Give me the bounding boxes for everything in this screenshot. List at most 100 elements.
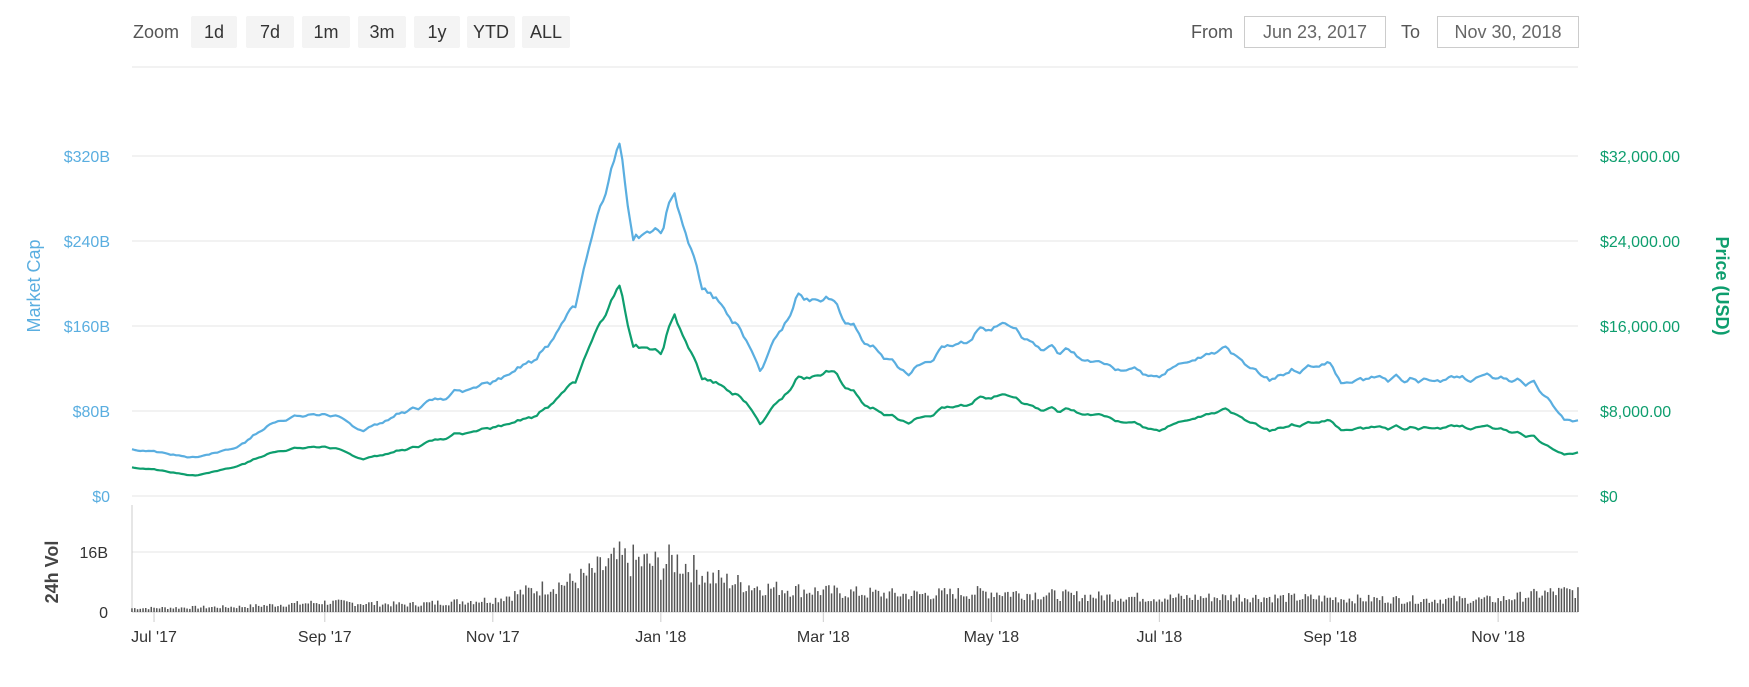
volume-bar (866, 597, 869, 612)
volume-bar (803, 589, 805, 612)
volume-bar (307, 603, 310, 612)
volume-tick-label: 16B (80, 545, 108, 562)
volume-bar (343, 600, 345, 612)
volume-bar (742, 592, 745, 612)
zoom-1m-button[interactable]: 1m (302, 16, 350, 48)
zoom-ytd-button[interactable]: YTD (467, 16, 515, 48)
volume-bar (1271, 602, 1274, 612)
volume-bar (1370, 601, 1373, 612)
volume-bar (1238, 594, 1241, 612)
volume-bar (982, 590, 984, 612)
volume-bar (1172, 598, 1174, 612)
volume-bar (965, 596, 968, 612)
to-date-input[interactable]: Nov 30, 2018 (1437, 16, 1579, 48)
zoom-all-button[interactable]: ALL (522, 16, 570, 48)
volume-bar (1483, 597, 1486, 612)
zoom-7d-button[interactable]: 7d (246, 16, 294, 48)
volume-bar (139, 608, 142, 612)
volume-bar (428, 602, 431, 612)
volume-bar (1334, 597, 1337, 612)
left-tick-label: $80B (73, 404, 110, 421)
right-tick-label: $24,000.00 (1600, 234, 1680, 251)
volume-bar (423, 602, 425, 612)
volume-bar (784, 593, 786, 612)
volume-bar (624, 548, 626, 612)
volume-bar (1356, 594, 1359, 612)
volume-bar (693, 555, 695, 612)
volume-bar (1194, 594, 1196, 612)
volume-bar (811, 594, 814, 612)
volume-bar (657, 557, 659, 612)
volume-bar (858, 595, 860, 612)
volume-bar (946, 594, 949, 612)
zoom-1d-button[interactable]: 1d (191, 16, 237, 48)
volume-bar (164, 607, 166, 612)
volume-bar (299, 604, 301, 612)
volume-bar (649, 563, 651, 612)
volume-bar (640, 566, 643, 612)
volume-bar (1367, 594, 1370, 612)
volume-bar (302, 603, 304, 612)
volume-bar (219, 608, 221, 612)
volume-bar (1045, 595, 1048, 612)
volume-bar (599, 557, 602, 612)
volume-bar (806, 593, 808, 612)
volume-bar (1351, 601, 1353, 612)
volume-bar (883, 592, 885, 612)
volume-bar (549, 591, 552, 612)
volume-bar (536, 591, 538, 612)
volume-bar (167, 609, 169, 612)
volume-bar (1279, 595, 1282, 612)
volume-bar (178, 608, 180, 612)
volume-axis-title: 24h Vol (42, 541, 62, 604)
volume-bar (1153, 599, 1155, 612)
volume-bar (852, 591, 855, 612)
volume-bar (1224, 595, 1227, 612)
volume-bar (607, 558, 610, 612)
volume-bar (952, 594, 954, 612)
volume-bar (313, 603, 315, 612)
volume-bar (919, 594, 921, 612)
volume-bar (1042, 596, 1045, 612)
volume-bar (1390, 603, 1392, 612)
volume-bar (442, 605, 445, 612)
volume-bar (874, 589, 877, 612)
volume-bar (792, 595, 794, 612)
volume-bar (682, 573, 684, 612)
volume-bar (1293, 593, 1296, 612)
volume-bar (618, 541, 621, 612)
volume-bar (574, 582, 577, 612)
volume-bar (1131, 596, 1133, 612)
volume-bar (781, 590, 783, 612)
volume-bar (585, 575, 588, 612)
volume-bar (1252, 597, 1254, 612)
volume-bar (577, 588, 579, 612)
volume-bar (841, 597, 844, 612)
volume-bar (1513, 599, 1516, 612)
volume-bar (1569, 589, 1571, 612)
zoom-3m-button[interactable]: 3m (358, 16, 406, 48)
volume-bar (767, 583, 770, 612)
volume-bar (186, 608, 188, 612)
zoom-1y-button[interactable]: 1y (414, 16, 460, 48)
volume-bar (712, 572, 714, 612)
volume-bar (737, 575, 739, 612)
volume-bar (1051, 589, 1053, 612)
volume-bar (1500, 601, 1502, 612)
volume-bar (869, 587, 871, 612)
volume-bar (426, 602, 428, 612)
volume-bar (348, 602, 351, 612)
volume-bar (1494, 602, 1497, 612)
volume-bar (861, 594, 863, 612)
volume-bar (1230, 594, 1232, 612)
volume-bar (511, 600, 513, 612)
volume-bar (1401, 603, 1403, 612)
volume-bar (1392, 597, 1395, 612)
volume-bar (227, 607, 230, 612)
volume-bar (213, 606, 216, 612)
from-date-input[interactable]: Jun 23, 2017 (1244, 16, 1386, 48)
volume-bar (505, 596, 508, 612)
volume-bar (1062, 591, 1064, 612)
volume-bar (376, 601, 378, 612)
volume-bar (1549, 588, 1552, 612)
